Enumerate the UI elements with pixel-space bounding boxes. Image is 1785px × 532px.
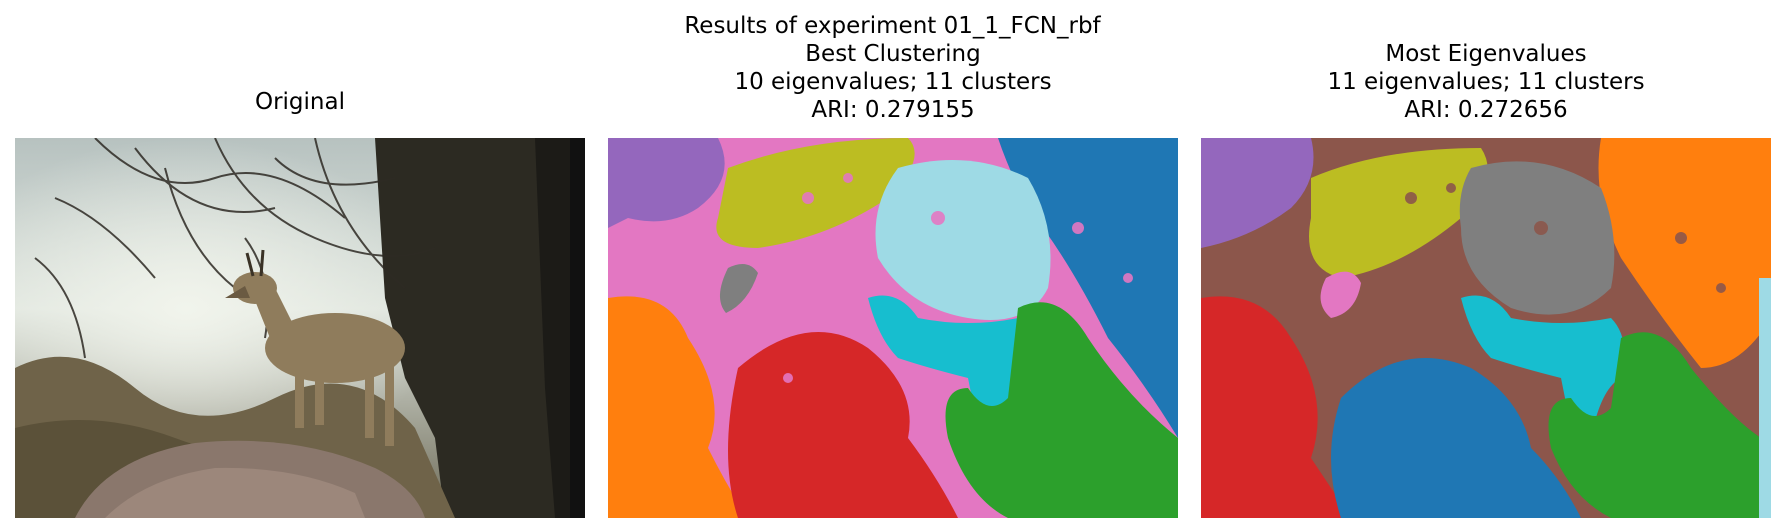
panel-original: Original — [15, 0, 585, 532]
original-photo — [15, 138, 585, 518]
cluster-map-best — [608, 138, 1178, 518]
panel-most-eigenvalues: Most Eigenvalues 11 eigenvalues; 11 clus… — [1201, 0, 1771, 532]
panel-title-line: ARI: 0.272656 — [1404, 97, 1568, 123]
panel-title-line: Most Eigenvalues — [1385, 41, 1587, 67]
panel-title-line: 10 eigenvalues; 11 clusters — [734, 69, 1052, 95]
panel-title-line: Best Clustering — [805, 41, 981, 67]
panel-best-clustering: Best Clustering 10 eigenvalues; 11 clust… — [608, 0, 1178, 532]
figure-suptitle: Results of experiment 01_1_FCN_rbf — [684, 13, 1101, 39]
cluster-map-most-eigenvalues — [1201, 138, 1771, 518]
panel-title-line: 11 eigenvalues; 11 clusters — [1327, 69, 1645, 95]
panel-title-line: Original — [254, 89, 345, 115]
panel-title-line: ARI: 0.279155 — [811, 97, 975, 123]
